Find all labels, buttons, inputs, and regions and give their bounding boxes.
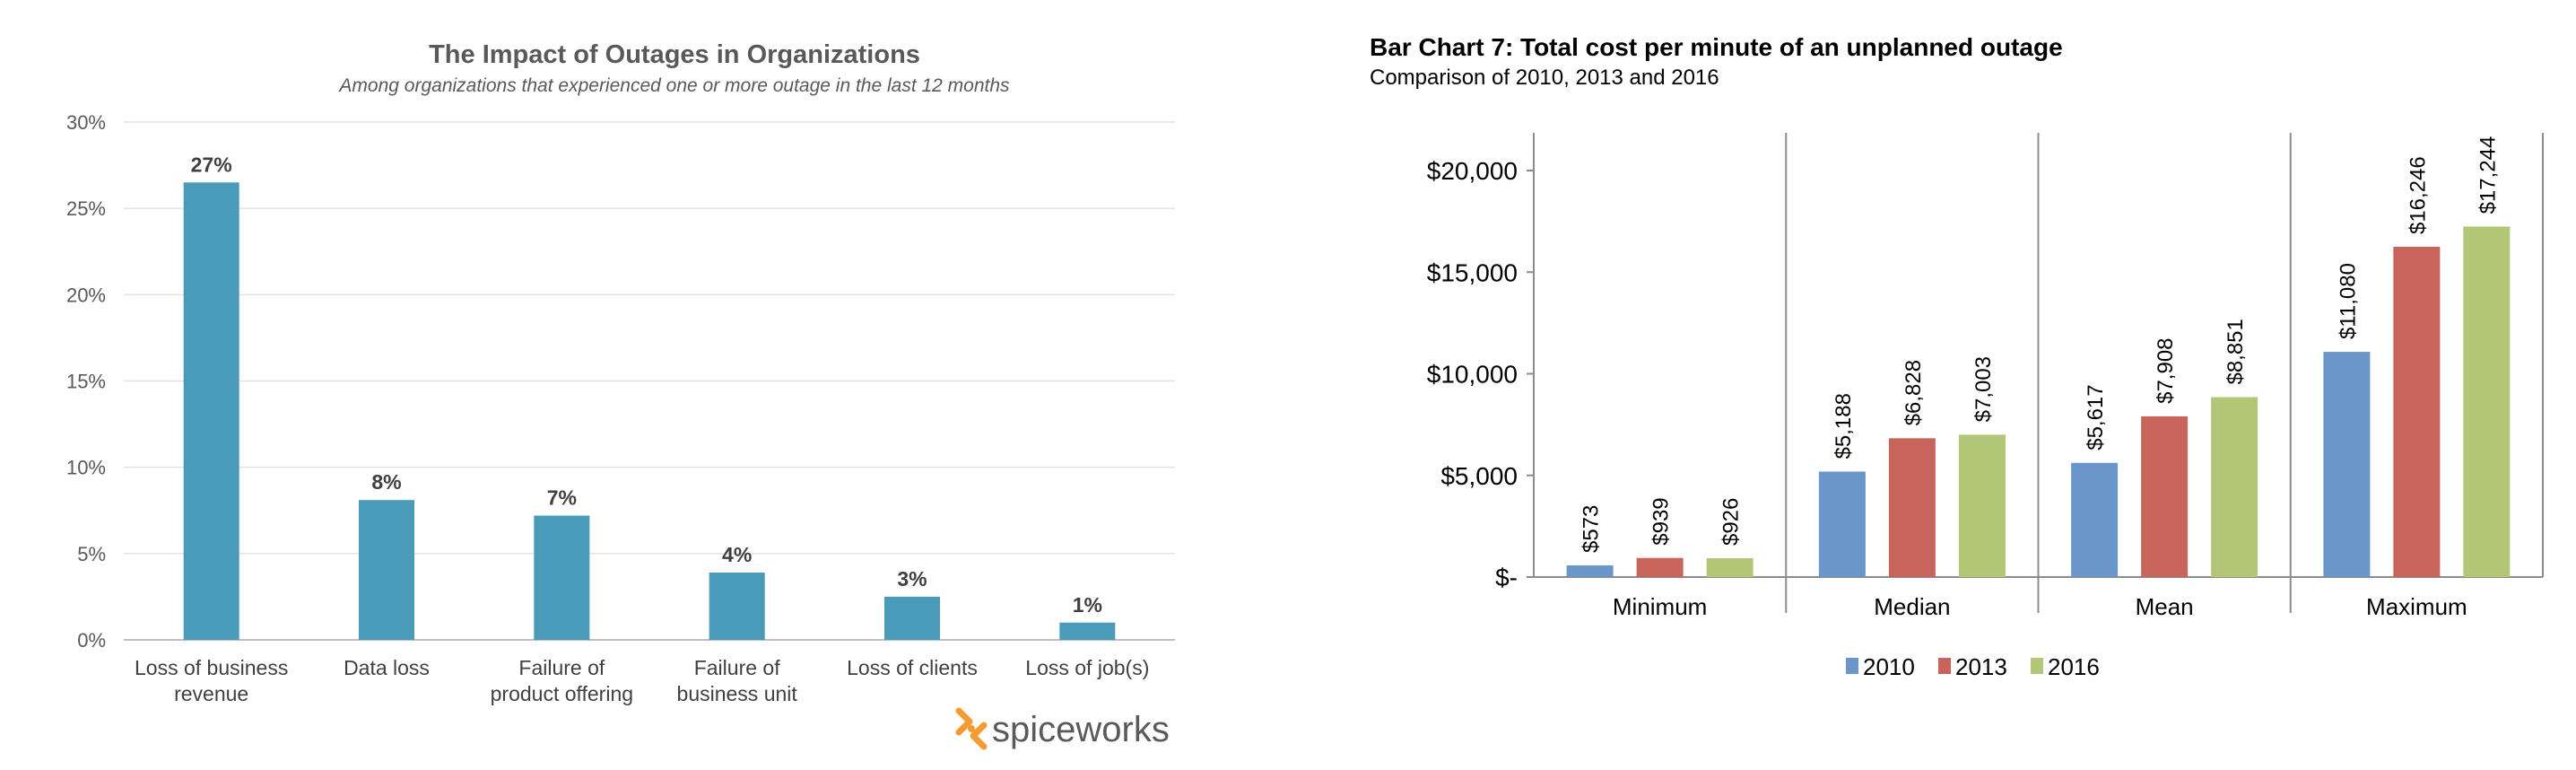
right-chart-title: Bar Chart 7: Total cost per minute of an… <box>1370 33 2063 61</box>
left-data-label: 4% <box>722 543 752 566</box>
left-bar <box>1059 622 1116 640</box>
right-data-label: $939 <box>1649 497 1674 545</box>
left-category-label: Failure of <box>518 656 605 679</box>
right-y-tick-label: $15,000 <box>1427 258 1518 286</box>
right-bar-2010 <box>1566 565 1614 577</box>
left-chart-subtitle: Among organizations that experienced one… <box>337 75 1010 96</box>
left-category-label: Loss of business <box>135 656 288 679</box>
right-bar-2013 <box>2141 416 2189 577</box>
left-chart-title: The Impact of Outages in Organizations <box>429 40 920 69</box>
left-y-tick-label: 10% <box>66 457 106 479</box>
right-data-label: $7,003 <box>1971 356 1996 422</box>
left-bar <box>359 500 414 640</box>
left-data-label: 1% <box>1073 593 1102 617</box>
right-bar-2010 <box>2071 462 2119 577</box>
left-category-label: Loss of clients <box>847 656 978 679</box>
right-bar-2016 <box>2463 226 2511 577</box>
right-data-label: $16,246 <box>2406 156 2430 234</box>
right-bar-2010 <box>2323 352 2371 577</box>
legend-swatch-2013 <box>1938 658 1951 674</box>
right-data-label: $11,080 <box>2336 263 2360 339</box>
left-bar <box>534 515 590 640</box>
left-bar <box>884 596 940 640</box>
right-bar-2013 <box>1888 438 1936 577</box>
left-data-label: 3% <box>897 567 927 591</box>
right-data-label: $5,617 <box>2084 384 2108 450</box>
right-y-tick-label: $- <box>1495 564 1518 591</box>
spiceworks-logo: spiceworks <box>955 707 1170 750</box>
right-data-label: $573 <box>1580 505 1604 553</box>
legend-label: 2013 <box>1955 653 2007 680</box>
right-y-tick-label: $20,000 <box>1427 157 1518 185</box>
right-bar-2010 <box>1818 471 1866 577</box>
left-category-label: Failure of <box>694 656 780 679</box>
right-bar-2016 <box>1706 558 1754 577</box>
left-bar <box>183 182 239 641</box>
right-bar-2013 <box>2393 247 2441 577</box>
left-y-tick-label: 5% <box>77 543 106 565</box>
left-data-label: 7% <box>547 486 577 510</box>
legend-label: 2010 <box>1863 653 1915 680</box>
right-bar-2016 <box>1958 434 2006 577</box>
right-bar-2013 <box>1636 557 1684 577</box>
left-category-label: revenue <box>174 682 248 705</box>
spiceworks-brand-text: spiceworks <box>992 710 1170 749</box>
right-category-label: Median <box>1874 593 1950 620</box>
left-y-tick-label: 15% <box>66 371 106 393</box>
left-category-label: Data loss <box>344 656 430 679</box>
left-bar <box>709 572 765 640</box>
right-data-label: $7,908 <box>2154 337 2178 403</box>
right-data-label: $8,851 <box>2224 319 2248 384</box>
left-data-label: 8% <box>371 470 401 494</box>
left-data-label: 27% <box>191 153 232 176</box>
left-category-label: business unit <box>677 682 798 705</box>
legend-swatch-2010 <box>1846 658 1858 674</box>
right-data-label: $6,828 <box>1902 360 1926 425</box>
left-chart: The Impact of Outages in Organizations A… <box>66 40 1175 750</box>
legend-swatch-2016 <box>2031 658 2043 674</box>
right-data-label: $5,188 <box>1832 393 1856 459</box>
left-category-label: product offering <box>491 682 633 705</box>
right-chart: Bar Chart 7: Total cost per minute of an… <box>1370 33 2544 680</box>
left-y-tick-label: 30% <box>66 111 106 134</box>
right-category-label: Minimum <box>1613 593 1707 620</box>
left-y-tick-label: 25% <box>66 197 106 220</box>
legend-label: 2016 <box>2048 653 2100 680</box>
legend: 2010 2013 2016 <box>1846 653 2100 680</box>
left-y-tick-label: 0% <box>77 629 106 652</box>
left-category-label: Loss of job(s) <box>1025 656 1149 679</box>
right-category-label: Maximum <box>2366 593 2467 620</box>
right-data-label: $17,244 <box>2476 136 2500 214</box>
right-bar-2016 <box>2211 397 2258 577</box>
spiceworks-swirl-icon <box>955 707 988 750</box>
right-chart-subtitle: Comparison of 2010, 2013 and 2016 <box>1370 66 1719 90</box>
right-data-label: $926 <box>1719 498 1744 546</box>
right-y-tick-label: $5,000 <box>1440 462 1518 490</box>
right-category-label: Mean <box>2136 593 2194 620</box>
right-y-tick-label: $10,000 <box>1427 361 1518 389</box>
left-y-tick-label: 20% <box>66 284 106 306</box>
